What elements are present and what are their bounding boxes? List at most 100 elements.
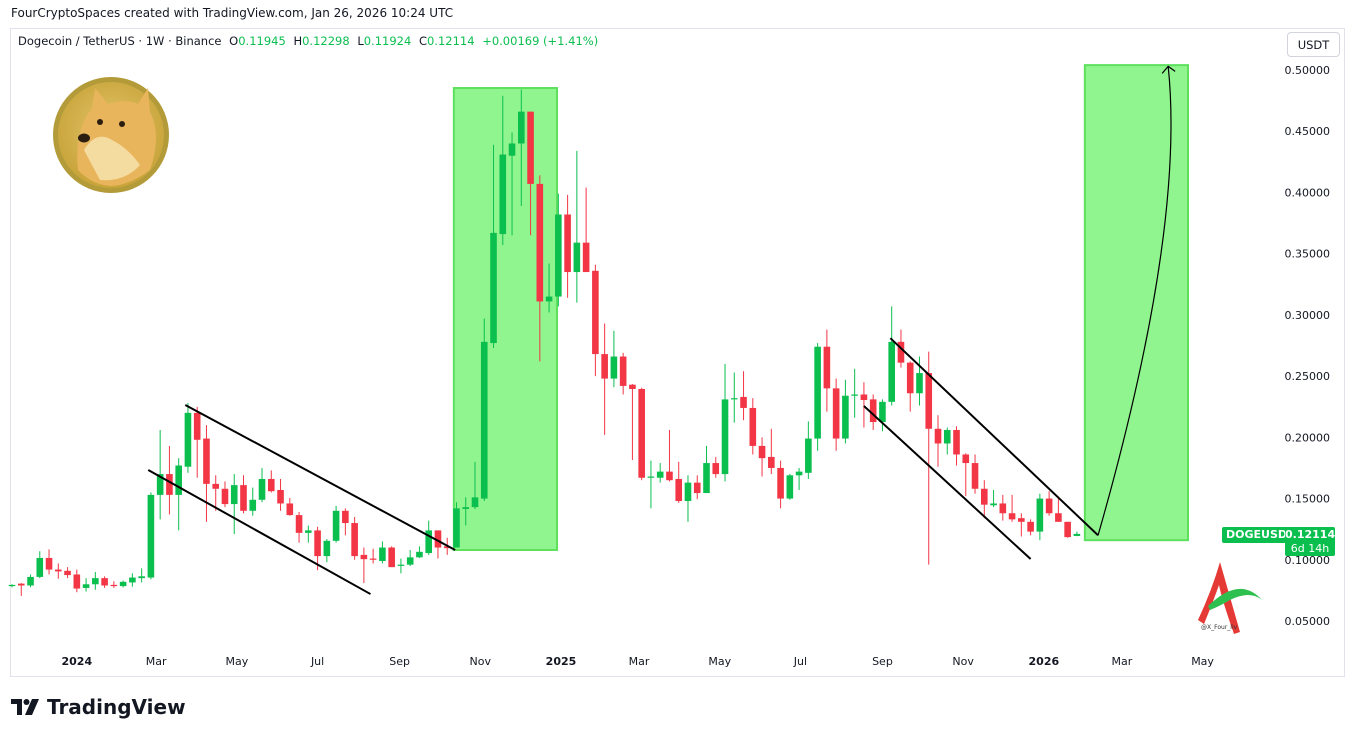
tradingview-logo[interactable]: TradingView <box>11 695 186 719</box>
candle-body <box>814 346 821 439</box>
candle <box>684 475 692 522</box>
candle <box>508 132 516 236</box>
candle-body <box>675 478 683 502</box>
arrowhead-icon <box>1161 65 1176 74</box>
candle-body <box>906 362 914 394</box>
y-tick-label: 0.50000 <box>1285 64 1331 77</box>
candle <box>406 549 414 566</box>
candle <box>814 343 821 451</box>
x-tick-label: Nov <box>952 655 974 668</box>
high-value: 0.12298 <box>302 34 350 48</box>
candle-body <box>425 530 432 554</box>
candle-body <box>795 471 803 476</box>
candle-body <box>730 398 738 400</box>
candle-body <box>1018 518 1025 522</box>
trendline[interactable] <box>184 404 456 551</box>
candle <box>453 502 460 548</box>
candle <box>851 368 858 418</box>
candle-body <box>638 388 645 478</box>
candle-body <box>360 554 368 560</box>
projection-arrow[interactable] <box>1097 66 1172 536</box>
candle <box>27 574 34 588</box>
candle <box>305 525 312 543</box>
candle-body <box>619 356 627 386</box>
candle-body <box>286 503 294 516</box>
candle-body <box>230 485 238 505</box>
candle <box>675 461 683 503</box>
candle <box>230 474 238 535</box>
x-tick-label: Mar <box>146 655 167 668</box>
change-value: +0.00169 (+1.41%) <box>482 34 599 48</box>
candle-body <box>1008 513 1016 520</box>
candle-body <box>82 584 90 588</box>
candle <box>703 445 710 494</box>
symbol-legend: Dogecoin / TetherUS · 1W · Binance O 0.11… <box>18 34 602 48</box>
candle <box>1073 531 1081 537</box>
candle-body <box>842 395 849 439</box>
y-tick-label: 0.25000 <box>1285 370 1331 383</box>
y-tick-label: 0.30000 <box>1285 309 1331 322</box>
candle <box>925 351 933 565</box>
candle <box>221 481 229 508</box>
candle-body <box>545 296 553 302</box>
candle-body <box>351 523 358 557</box>
candle-body <box>971 463 979 489</box>
candle <box>277 478 284 511</box>
brand-name: TradingView <box>47 695 186 719</box>
candle-body <box>110 584 118 587</box>
trendline[interactable] <box>889 337 1099 537</box>
highlight-zone[interactable] <box>1083 64 1190 542</box>
candle-body <box>786 475 794 499</box>
candle-body <box>17 583 25 586</box>
candle-body <box>777 467 784 499</box>
low-value: 0.11924 <box>363 34 412 48</box>
y-tick-label: 0.05000 <box>1285 615 1331 628</box>
bar-countdown: 6d 14h <box>1290 542 1330 555</box>
candle <box>601 323 608 435</box>
candle <box>934 415 942 467</box>
candle <box>805 421 812 479</box>
candle <box>249 487 257 516</box>
candle-body <box>129 577 136 583</box>
candle <box>480 318 488 502</box>
candle <box>462 497 470 526</box>
candle <box>17 583 25 596</box>
candle <box>999 494 1007 521</box>
high-label: H <box>293 34 303 48</box>
candle <box>888 306 895 406</box>
candle <box>1027 519 1034 536</box>
trendline[interactable] <box>863 405 1032 560</box>
currency-button[interactable]: USDT <box>1287 32 1340 57</box>
y-tick-label: 0.40000 <box>1285 186 1331 199</box>
candle-body <box>1064 521 1071 538</box>
candle-body <box>119 581 127 587</box>
y-tick-label: 0.35000 <box>1285 248 1331 261</box>
x-tick-label: 2026 <box>1029 655 1060 668</box>
candle <box>147 492 155 580</box>
candle-body <box>499 154 507 235</box>
candle-body <box>629 384 636 389</box>
x-tick-label: 2025 <box>546 655 577 668</box>
author-watermark-logo <box>1198 562 1262 634</box>
candle <box>351 516 358 560</box>
candle <box>1036 493 1044 541</box>
candle-body <box>703 463 710 494</box>
candle-body <box>536 183 544 302</box>
candle <box>360 547 368 584</box>
candle-body <box>27 576 34 586</box>
candle <box>471 461 479 509</box>
candle-body <box>240 485 247 511</box>
candle-body <box>249 499 257 511</box>
candle <box>610 330 618 388</box>
candle <box>425 520 432 555</box>
candle <box>138 568 145 583</box>
candle-body <box>869 399 877 423</box>
candle-body <box>258 478 266 500</box>
open-label: O <box>229 34 239 48</box>
trendline[interactable] <box>147 469 371 595</box>
symbol-title[interactable]: Dogecoin / TetherUS · 1W · Binance <box>18 34 222 48</box>
candle <box>397 558 405 574</box>
doge-logo-icon <box>53 77 169 193</box>
candle-body <box>953 429 960 455</box>
